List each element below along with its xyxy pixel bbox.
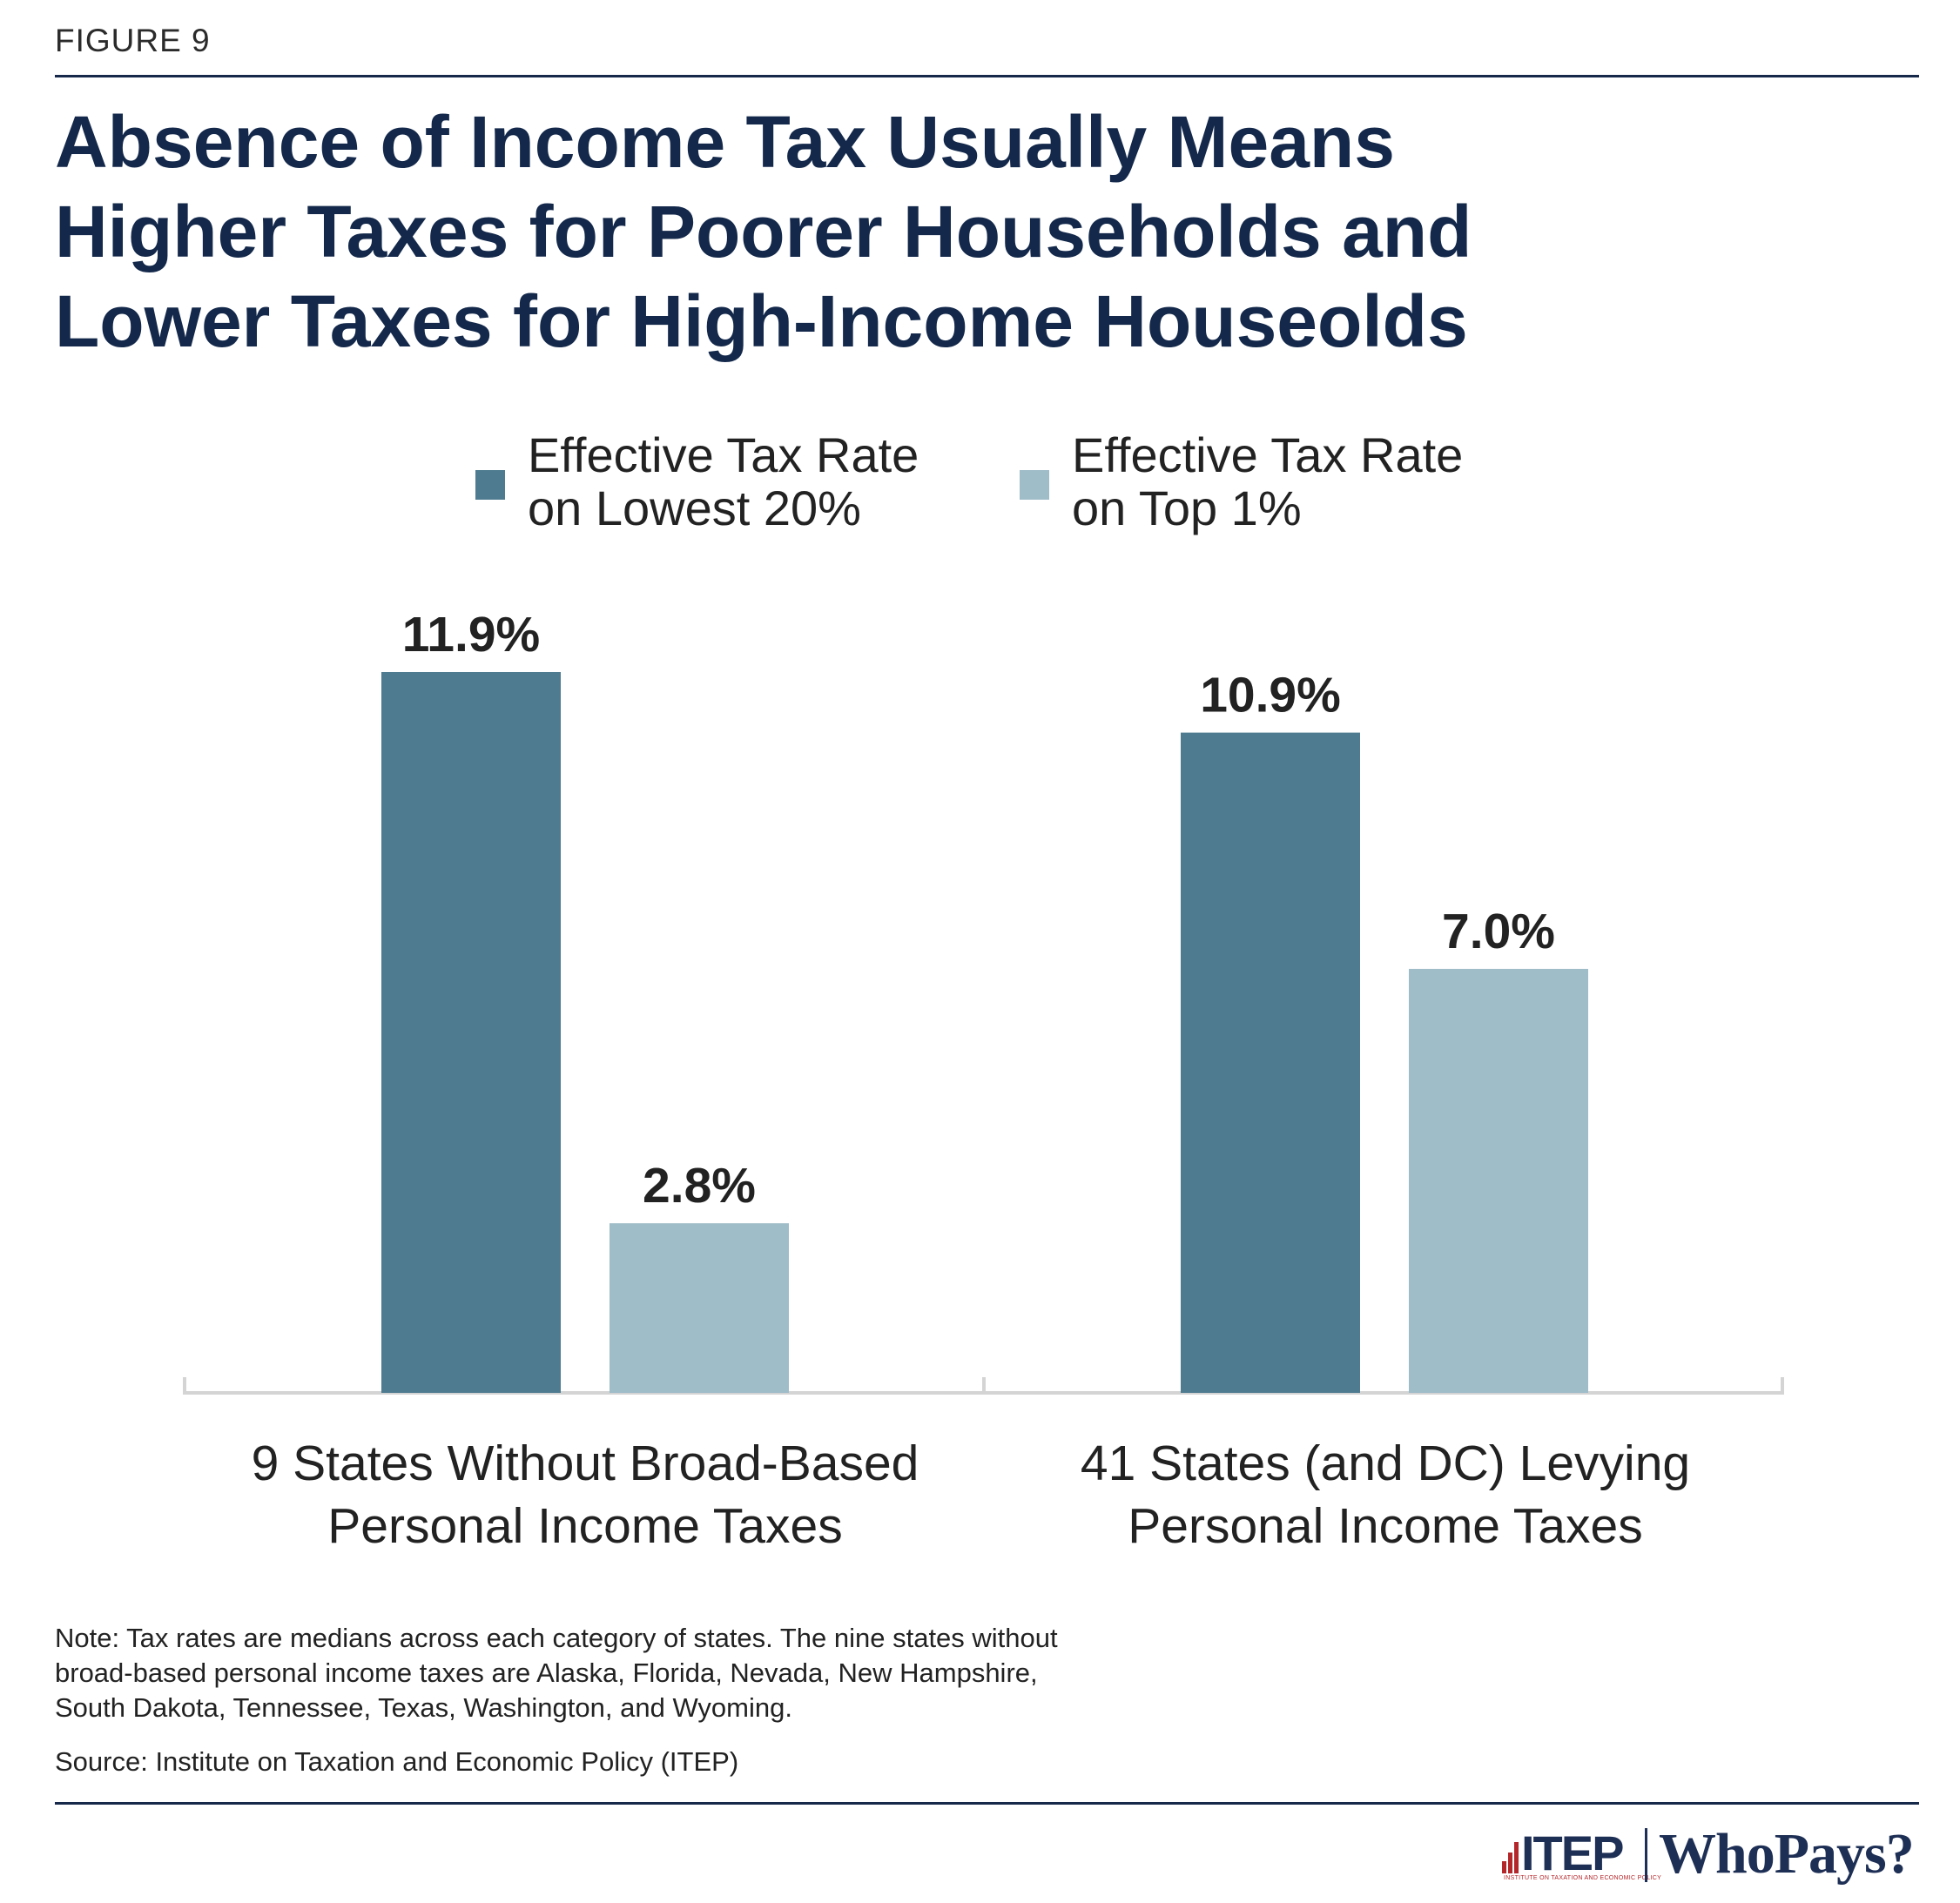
itep-whopays-logo: ITEP INSTITUTE ON TAXATION AND ECONOMIC … — [1502, 1821, 1920, 1889]
legend-swatch-top-1 — [1020, 470, 1049, 500]
logo-divider — [1645, 1828, 1647, 1882]
title-line: Higher Taxes for Poorer Households and — [55, 191, 1472, 272]
chart-source: Source: Institute on Taxation and Econom… — [55, 1746, 739, 1777]
note-line: broad-based personal income taxes are Al… — [55, 1658, 1038, 1688]
category-label-line: 41 States (and DC) Levying — [1080, 1436, 1691, 1491]
category-label-with-income-tax: 41 States (and DC) Levying Personal Inco… — [950, 1432, 1821, 1557]
bar-value-label: 2.8% — [643, 1158, 756, 1214]
chart-title: Absence of Income Tax Usually Means High… — [55, 98, 1535, 366]
itep-logo-subtitle: INSTITUTE ON TAXATION AND ECONOMIC POLIC… — [1504, 1875, 1662, 1881]
legend-label-line: Effective Tax Rate — [1072, 427, 1464, 482]
legend-swatch-lowest-20 — [475, 470, 505, 500]
chart-note: Note: Tax rates are medians across each … — [55, 1621, 1274, 1725]
legend: Effective Tax Rate on Lowest 20% Effecti… — [0, 428, 1960, 550]
itep-logo-text: ITEP — [1521, 1826, 1624, 1880]
note-line: Note: Tax rates are medians across each … — [55, 1623, 1058, 1653]
title-line: Absence of Income Tax Usually Means — [55, 101, 1395, 183]
category-label-no-income-tax: 9 States Without Broad-Based Personal In… — [150, 1432, 1020, 1557]
bar-chart: 11.9% 10.9% 2.8% 7.0% — [183, 607, 1784, 1395]
itep-bars-icon — [1502, 1839, 1521, 1873]
legend-label: Effective Tax Rate on Top 1% — [1072, 428, 1463, 535]
bar-top-1-cat-1 — [1409, 968, 1588, 1393]
whopays-logo-text: WhoPays? — [1659, 1822, 1915, 1886]
bar-top-1-cat-0 — [610, 1223, 789, 1393]
legend-label-line: on Lowest 20% — [528, 481, 861, 535]
category-label-line: Personal Income Taxes — [327, 1498, 843, 1554]
note-line: South Dakota, Tennessee, Texas, Washingt… — [55, 1692, 792, 1723]
legend-label-line: on Top 1% — [1072, 481, 1302, 535]
title-line: Lower Taxes for High-Income Houseolds — [55, 280, 1468, 362]
bar-lowest-20-cat-1 — [1181, 732, 1360, 1393]
bar-lowest-20-cat-0 — [381, 672, 561, 1393]
bottom-divider — [55, 1802, 1919, 1805]
category-label-line: Personal Income Taxes — [1128, 1498, 1643, 1554]
bar-value-label: 10.9% — [1200, 668, 1341, 723]
legend-label: Effective Tax Rate on Lowest 20% — [528, 428, 919, 535]
bar-value-label: 7.0% — [1442, 904, 1555, 959]
legend-label-line: Effective Tax Rate — [528, 427, 919, 482]
bar-value-label: 11.9% — [402, 607, 540, 662]
figure-label: FIGURE 9 — [55, 23, 211, 58]
top-divider — [55, 75, 1919, 77]
category-label-line: 9 States Without Broad-Based — [251, 1436, 919, 1491]
